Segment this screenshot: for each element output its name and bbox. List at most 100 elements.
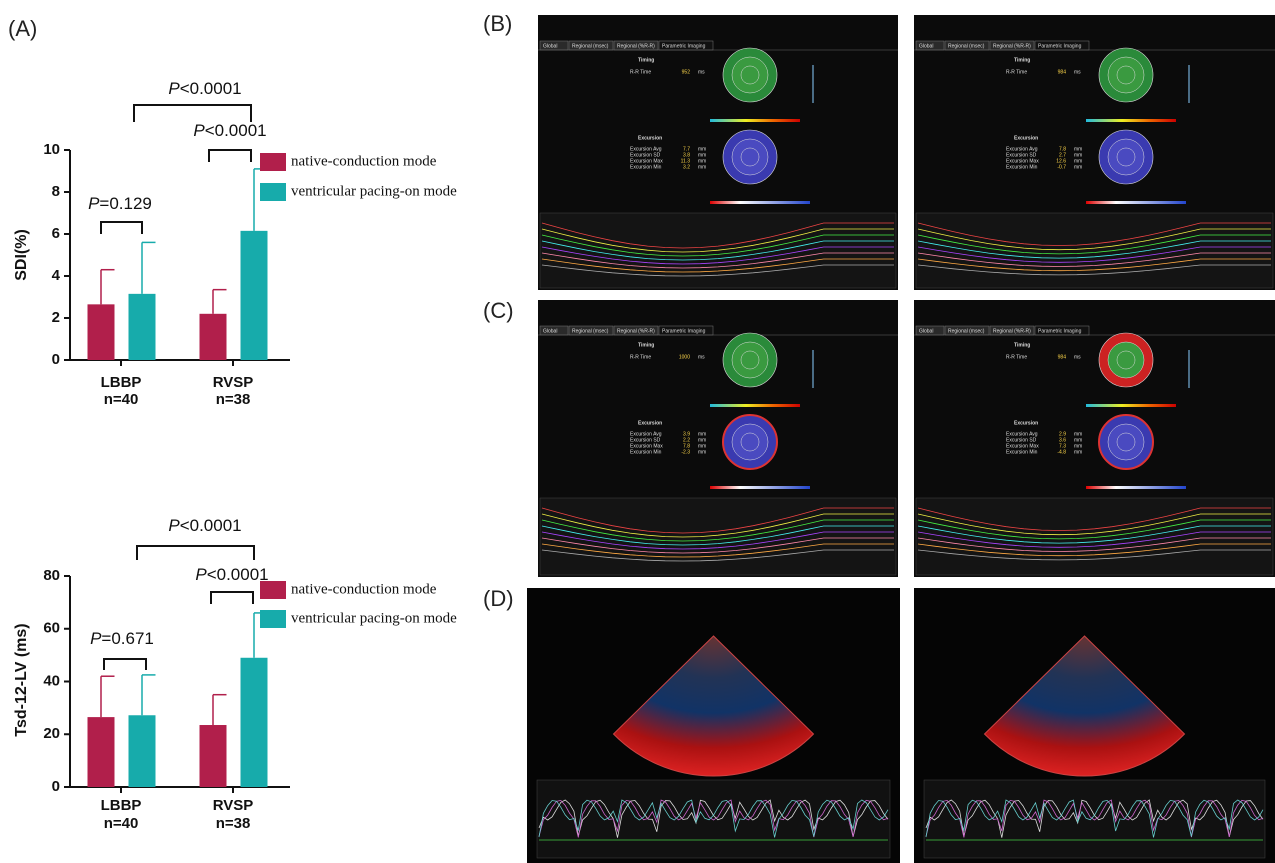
legend-label: ventricular pacing-on mode: [291, 610, 457, 626]
tab-label: Global: [919, 43, 933, 49]
bar: [129, 294, 156, 360]
tab-label: Global: [919, 328, 933, 334]
significance-bracket: [104, 659, 146, 670]
p-value: P<0.0001: [193, 121, 266, 140]
row-unit: ms: [1074, 354, 1081, 360]
bullseye-ring: [741, 148, 759, 166]
color-bar: [710, 201, 810, 204]
bar: [200, 725, 227, 787]
p-italic: P: [88, 194, 100, 213]
error-bar: [142, 242, 156, 293]
x-tick-label: LBBP: [101, 374, 142, 391]
tab-label: Regional (msec): [948, 43, 985, 49]
color-bar: [1086, 486, 1186, 489]
bullseye-ring: [741, 351, 759, 369]
panel-label: (A): [8, 16, 37, 41]
trace-box: [537, 780, 890, 858]
row-label: R-R Time: [630, 69, 651, 75]
bullseye-ring: [1117, 351, 1135, 369]
row-label: R-R Time: [1006, 69, 1027, 75]
row-unit: ms: [1074, 69, 1081, 75]
panel-label: (D): [483, 586, 514, 611]
graph: [916, 498, 1273, 575]
tab-label: Regional (%R-R): [993, 43, 1031, 49]
p-italic: P: [90, 629, 102, 648]
heading: Excursion: [638, 420, 662, 426]
heading: Timing: [1014, 57, 1030, 63]
color-bar: [1086, 119, 1176, 122]
row-value: 952: [682, 69, 691, 75]
legend-label: native-conduction mode: [291, 153, 437, 169]
error-bar: [101, 676, 115, 717]
row-value: 984: [1058, 354, 1067, 360]
y-tick-label: 4: [52, 267, 61, 284]
row-label: Excursion Min: [1006, 164, 1038, 170]
bar: [88, 304, 115, 360]
p-text: <0.0001: [180, 79, 242, 98]
bar: [241, 658, 268, 787]
y-tick-label: 0: [52, 778, 60, 795]
color-bar: [710, 119, 800, 122]
row-unit: mm: [698, 449, 706, 455]
color-bar: [1086, 404, 1176, 407]
row-label: Excursion Min: [630, 449, 662, 455]
tab-label: Regional (%R-R): [617, 328, 655, 334]
significance-bracket: [211, 592, 253, 604]
row-label: R-R Time: [1006, 354, 1027, 360]
row-value: -2.3: [681, 449, 690, 455]
p-text: <0.0001: [180, 516, 242, 535]
x-tick-sublabel: n=40: [104, 815, 139, 832]
tab-label: Regional (%R-R): [993, 328, 1031, 334]
p-italic: P: [168, 79, 180, 98]
significance-bracket: [137, 546, 254, 560]
heading: Excursion: [638, 135, 662, 141]
heading: Timing: [638, 342, 654, 348]
x-tick-sublabel: n=38: [216, 815, 251, 832]
row-unit: mm: [1074, 164, 1082, 170]
tab-label: Parametric Imaging: [662, 43, 706, 49]
significance-bracket: [134, 105, 251, 122]
row-value: -0.7: [1057, 164, 1066, 170]
panel-label: (C): [483, 298, 514, 323]
significance-bracket: [101, 222, 142, 234]
p-value: P<0.0001: [168, 79, 241, 98]
bullseye-ring: [1117, 433, 1135, 451]
row-value: 3.2: [683, 164, 690, 170]
bullseye-ring: [1117, 66, 1135, 84]
error-bar: [213, 290, 227, 314]
p-italic: P: [168, 516, 180, 535]
bar: [88, 717, 115, 787]
heading: Excursion: [1014, 135, 1038, 141]
tab-label: Global: [543, 328, 557, 334]
figure: (A) (B) (C) (D) 0246810SDI(%)LBBPn=40RVS…: [0, 0, 1275, 863]
tab-label: Regional (msec): [948, 328, 985, 334]
row-value: 984: [1058, 69, 1067, 75]
error-bar: [213, 695, 227, 725]
row-value: 1000: [679, 354, 690, 360]
legend-swatch: [260, 183, 286, 201]
heading: Excursion: [1014, 420, 1038, 426]
x-tick-sublabel: n=40: [104, 391, 139, 408]
bullseye-ring: [741, 66, 759, 84]
y-axis-title: SDI(%): [13, 229, 30, 281]
row-unit: ms: [698, 354, 705, 360]
trace-box: [924, 780, 1265, 858]
y-tick-label: 0: [52, 351, 60, 368]
row-unit: mm: [698, 164, 706, 170]
x-tick-sublabel: n=38: [216, 391, 251, 408]
heading: Timing: [1014, 342, 1030, 348]
tab-label: Parametric Imaging: [662, 328, 706, 334]
tab-label: Global: [543, 43, 557, 49]
y-tick-label: 6: [52, 225, 60, 242]
color-bar: [710, 486, 810, 489]
legend-swatch: [260, 153, 286, 171]
p-value: P<0.0001: [168, 516, 241, 535]
panel-label: (B): [483, 11, 512, 36]
x-tick-label: RVSP: [213, 374, 254, 391]
p-value: P=0.671: [90, 629, 154, 648]
heading: Timing: [638, 57, 654, 63]
y-tick-label: 10: [43, 141, 60, 158]
significance-bracket: [209, 150, 251, 162]
p-italic: P: [195, 565, 207, 584]
row-label: Excursion Min: [1006, 449, 1038, 455]
